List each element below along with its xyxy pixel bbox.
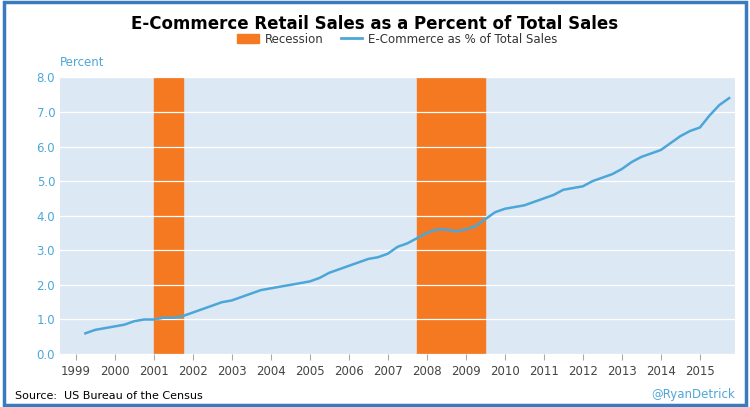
Legend: Recession, E-Commerce as % of Total Sales: Recession, E-Commerce as % of Total Sale… — [232, 28, 562, 50]
Bar — [154, 77, 183, 354]
Text: Percent: Percent — [60, 56, 104, 69]
Text: @RyanDetrick: @RyanDetrick — [651, 388, 735, 401]
Text: Source:  US Bureau of the Census: Source: US Bureau of the Census — [15, 391, 202, 401]
Bar — [417, 77, 485, 354]
Text: E-Commerce Retail Sales as a Percent of Total Sales: E-Commerce Retail Sales as a Percent of … — [131, 15, 619, 33]
